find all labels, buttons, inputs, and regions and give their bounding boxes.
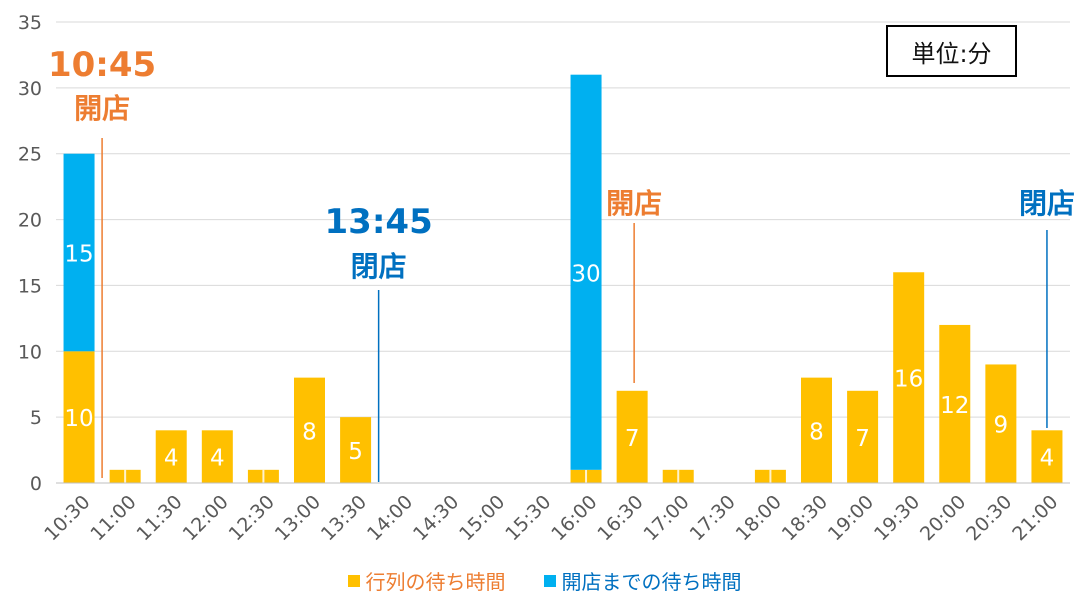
bar-label-queue: 5 [348,439,363,465]
bar-queue [294,377,325,483]
bar-label-open: 30 [571,261,600,287]
x-tick-label: 14:30 [409,491,463,545]
bar-label-open: 15 [64,242,93,268]
bar-label-queue: 4 [1040,446,1055,472]
bar-queue [985,364,1017,483]
annotation-time: 10:45 [48,45,156,85]
bar-label-queue: 9 [994,413,1009,439]
y-tick-label: 15 [18,275,42,297]
bar-label-queue: 8 [809,419,824,445]
annotation-label: 開店 [606,187,662,220]
x-tick-label: 17:30 [686,491,740,545]
x-tick-label: 17:00 [639,491,693,545]
x-tick-label: 20:00 [916,491,970,545]
bar-label-queue: 4 [210,446,225,472]
bar-open [63,153,95,352]
legend-swatch-open [543,574,556,587]
legend-label-queue: 行列の待ち時間 [365,570,506,594]
bar-label-queue: 7 [855,426,870,452]
x-tick-label: 14:00 [363,491,417,545]
bar-label-queue: 12 [940,393,969,419]
bar-queue [801,377,832,483]
bar-open [570,74,602,470]
x-tick-label: 11:00 [86,491,140,545]
y-tick-label: 25 [18,144,42,166]
bar-queue [847,390,879,483]
bar-label-queue: 8 [302,419,317,445]
unit-label: 単位:分 [886,25,1017,77]
x-tick-label: 19:30 [870,491,924,545]
x-tick-label: 15:00 [455,491,509,545]
bar-queue [893,272,925,483]
annotation-label: 閉店 [1019,187,1075,220]
y-tick-label: 10 [18,341,42,363]
x-tick-label: 13:30 [317,491,371,545]
x-tick-label: 15:30 [501,491,555,545]
x-tick-label: 18:30 [778,491,832,545]
x-tick-label: 18:00 [732,491,786,545]
y-tick-label: 0 [30,473,42,495]
y-tick-label: 30 [18,78,42,100]
legend-item-queue: 行列の待ち時間 [347,566,506,595]
y-tick-label: 35 [18,12,42,34]
x-tick-label: 12:30 [225,491,279,545]
annotation-time: 13:45 [325,202,433,242]
bar-queue [939,324,971,483]
x-tick-label: 16:00 [547,491,601,545]
bar-label-queue: 7 [625,426,640,452]
x-tick-label: 21:00 [1008,491,1062,545]
bar-label-queue: 10 [64,406,93,432]
bar-queue [201,430,233,483]
bar-queue [155,430,187,483]
y-tick-label: 5 [30,407,42,429]
x-tick-label: 20:30 [962,491,1016,545]
bar-queue [63,351,95,483]
x-tick-label: 19:00 [824,491,878,545]
annotation-label: 閉店 [351,250,407,283]
y-tick-label: 20 [18,210,42,232]
bar-label-queue: 4 [164,446,179,472]
x-tick-label: 11:30 [132,491,186,545]
x-tick-label: 10:30 [40,491,94,545]
x-tick-label: 13:00 [271,491,325,545]
legend-swatch-queue [347,574,360,587]
legend: 行列の待ち時間 開店までの待ち時間 [0,566,1089,595]
legend-item-open: 開店までの待ち時間 [543,566,742,595]
bar-queue [616,390,648,483]
x-tick-label: 16:30 [593,491,647,545]
bar-label-queue: 16 [894,367,923,393]
x-tick-label: 12:00 [179,491,233,545]
legend-label-open: 開店までの待ち時間 [561,570,742,594]
bar-queue [1031,430,1063,483]
bar-queue [340,417,372,483]
annotation-label: 開店 [74,92,130,125]
